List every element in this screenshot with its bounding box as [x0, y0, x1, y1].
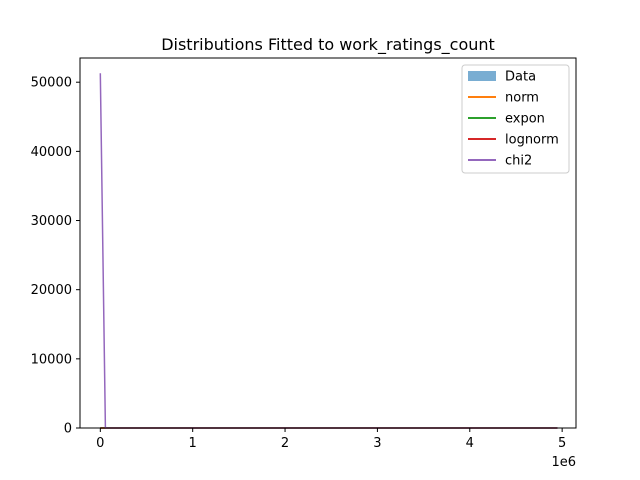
- x-tick-label: 3: [373, 436, 381, 451]
- y-tick-label: 20000: [31, 283, 72, 298]
- legend-label-data: Data: [505, 70, 536, 85]
- chart-title: Distributions Fitted to work_ratings_cou…: [161, 35, 495, 55]
- legend: Data norm expon lognorm chi2: [461, 64, 570, 174]
- y-tick-label: 40000: [31, 145, 72, 160]
- y-tick-label: 50000: [31, 76, 72, 91]
- x-axis: 0 1 2 3 4 5: [96, 428, 566, 451]
- legend-box: [461, 64, 570, 174]
- legend-label-norm: norm: [505, 91, 539, 106]
- plot-frame: [79, 57, 577, 429]
- legend-swatch-data: [468, 71, 496, 81]
- y-axis: 0 10000 20000 30000 40000 50000: [31, 76, 80, 437]
- x-tick-label: 1: [189, 436, 197, 451]
- y-tick-label: 0: [64, 422, 72, 437]
- x-tick-label: 5: [558, 436, 566, 451]
- legend-label-chi2: chi2: [505, 154, 532, 169]
- legend-label-expon: expon: [505, 112, 545, 127]
- y-tick-label: 10000: [31, 352, 72, 367]
- x-offset-label: 1e6: [551, 455, 576, 470]
- legend-label-lognorm: lognorm: [505, 133, 559, 148]
- y-tick-label: 30000: [31, 214, 72, 229]
- x-tick-label: 4: [466, 436, 474, 451]
- x-tick-label: 2: [281, 436, 289, 451]
- x-tick-label: 0: [96, 436, 104, 451]
